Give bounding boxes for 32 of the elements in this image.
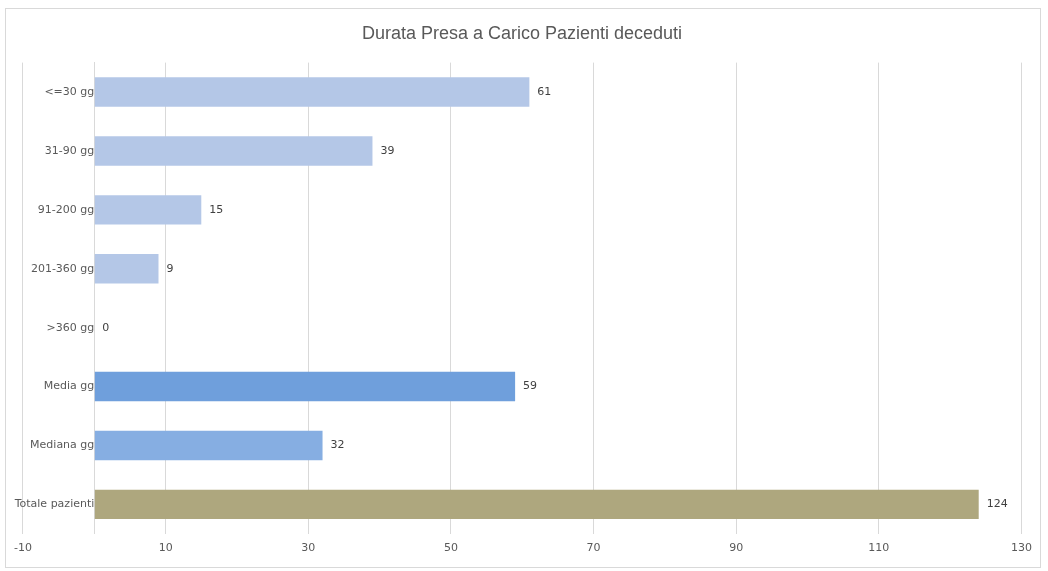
data-label: 32 xyxy=(330,438,345,452)
bar xyxy=(94,195,202,225)
bar xyxy=(94,371,516,402)
y-tick-label: >360 gg xyxy=(46,320,95,334)
chart-title: Durata Presa a Carico Pazienti deceduti xyxy=(361,22,683,43)
y-tick-label: 91-200 gg xyxy=(37,202,95,216)
data-label: 0 xyxy=(102,320,110,334)
y-tick-label: Mediana gg xyxy=(30,438,95,452)
bar xyxy=(94,254,159,284)
data-label: 61 xyxy=(537,84,552,98)
bar xyxy=(94,489,979,520)
y-tick-label: Media gg xyxy=(43,379,95,393)
x-tick-label: 50 xyxy=(443,541,458,555)
y-tick-label: <=30 gg xyxy=(44,84,95,98)
data-label: 9 xyxy=(166,261,174,275)
bar xyxy=(94,430,323,461)
data-label: 15 xyxy=(209,202,224,216)
x-tick-label: 130 xyxy=(1011,541,1032,555)
x-tick-label: 90 xyxy=(729,541,744,555)
x-tick-label: 70 xyxy=(586,541,601,555)
y-tick-label: Totale pazienti xyxy=(13,497,95,511)
y-tick-label: 201-360 gg xyxy=(30,261,95,275)
data-label: 124 xyxy=(986,497,1008,511)
y-tick-label: 31-90 gg xyxy=(44,143,95,157)
data-label: 59 xyxy=(523,379,538,393)
bar xyxy=(94,136,373,166)
bar xyxy=(94,77,530,107)
data-label: 39 xyxy=(380,143,395,157)
x-tick-label: 110 xyxy=(868,541,890,555)
x-tick-label: 10 xyxy=(158,541,173,555)
x-tick-label: -10 xyxy=(14,541,32,555)
x-tick-label: 30 xyxy=(301,541,316,555)
